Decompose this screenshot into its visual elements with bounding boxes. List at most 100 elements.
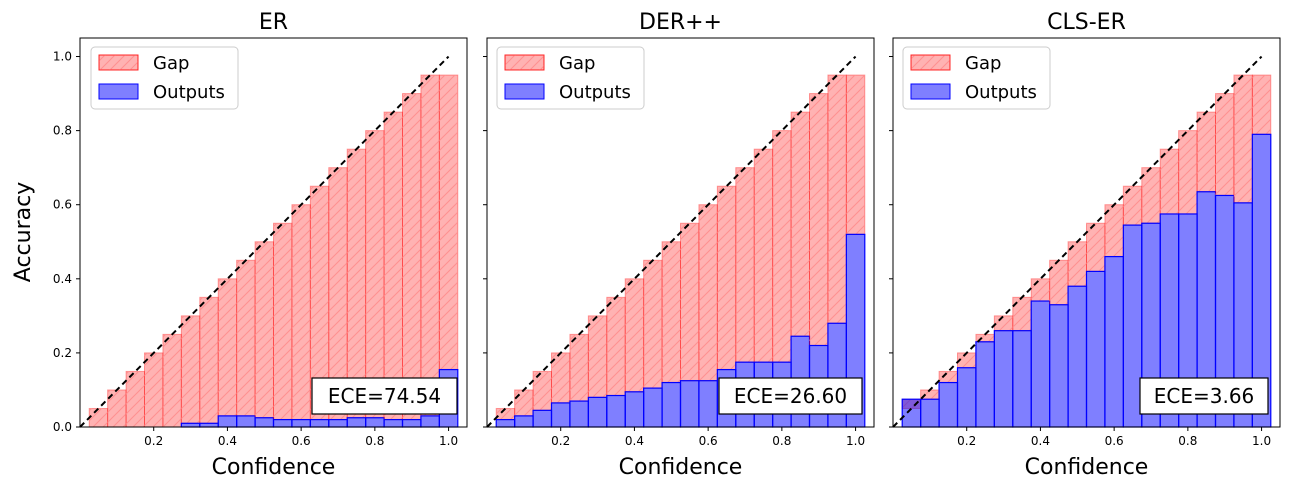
outputs-bar [993,330,1014,428]
gap-bar-hatch [625,278,644,392]
outputs-bar [495,418,516,428]
outputs-bar [272,418,293,428]
legend-gap-label: Gap [559,53,595,74]
legend-gap-label: Gap [965,53,1001,74]
ece-box: ECE=3.66 [1139,377,1269,415]
legend: Gap Outputs [90,46,239,110]
gap-bar-hatch [347,149,366,418]
gap-bar-hatch [310,186,329,420]
panel-er: ER 0.2 0.4 0.6 0.8 1.0 0.0 0.2 0.4 0.6 0.8 1.0 Con… [53,10,468,480]
x-tick-label: 1.0 [1252,434,1271,448]
outputs-bar [698,380,718,428]
gap-bar-hatch [1141,167,1161,224]
outputs-bar [383,418,404,428]
gap-bar-hatch [1068,241,1087,287]
ticks-group: 0.2 0.4 0.6 0.8 1.0 0.0 0.2 0.4 0.6 0.8 1.0 [53,50,458,448]
y-tick-label: 0.6 [53,198,72,212]
gap-bar-hatch [1123,186,1142,226]
x-axis-label: Confidence [1025,455,1149,480]
ece-value: ECE=74.54 [328,384,441,408]
legend-outputs-swatch [98,83,139,100]
outputs-bar [1012,330,1032,428]
outputs-bar [309,418,330,428]
y-tick-label: 0.0 [53,420,72,434]
perfect-calibration-line [486,55,857,428]
y-axis-label: Accuracy [11,182,36,282]
gap-bar-hatch [662,241,681,383]
legend: Gap Outputs [902,46,1051,110]
gap-bar-hatch [1086,223,1105,272]
y-tick-label: 0.2 [53,346,72,360]
gap-bar-hatch [791,112,810,337]
gap-bar-hatch [291,204,311,420]
gap-bar-hatch [643,260,663,389]
bars-group [901,74,1272,428]
outputs-bar [1085,270,1106,428]
gap-bar-hatch [1049,260,1069,305]
outputs-bar [1049,304,1069,428]
x-tick-label: 0.8 [365,434,384,448]
x-tick-label: 1.0 [439,434,458,448]
gap-bar-hatch [255,241,274,418]
gap-bar-hatch [680,223,699,381]
outputs-bar [291,418,311,428]
x-tick-label: 0.8 [772,434,791,448]
panel-title: DER++ [639,10,722,35]
x-tick-label: 0.6 [292,434,311,448]
gap-bar-hatch [717,186,736,370]
x-axis-label: Confidence [212,455,336,480]
gap-bar-hatch [1031,278,1050,302]
gap-bar-hatch [1104,204,1124,257]
gap-bar-hatch [846,75,865,235]
bars-group [495,74,866,428]
gap-bar-hatch [939,371,958,383]
plot-frame [892,37,1281,428]
outputs-bar [401,418,422,428]
gap-bar-hatch [588,315,607,398]
panel-title: ER [259,10,288,35]
outputs-bar [199,422,219,428]
gap-bar-hatch [1012,297,1032,331]
outputs-bar [1067,285,1088,428]
legend-gap-hatch [504,54,545,71]
outputs-bar [920,398,940,428]
panel-title: CLS-ER [1047,10,1126,35]
gap-bar-hatch [218,278,237,416]
outputs-bar [975,341,995,428]
outputs-bar [661,381,682,428]
gap-bar-hatch [1197,112,1216,192]
gap-bar-hatch [384,112,403,420]
legend-outputs-label: Outputs [965,82,1037,103]
gap-bar-hatch [420,75,440,416]
ticks-group: 0.2 0.4 0.6 0.8 1.0 [889,56,1271,448]
legend-outputs-swatch [504,83,545,100]
y-tick-label: 1.0 [53,50,72,64]
outputs-bar [956,367,977,428]
ece-box-frame [1139,377,1269,415]
outputs-bar [624,391,645,428]
x-tick-label: 0.4 [218,434,237,448]
outputs-bar [606,394,626,428]
gap-bar-hatch [365,130,385,418]
gap-bar-hatch [107,389,127,427]
gap-bar-hatch [975,334,995,342]
gap-bar-hatch [273,223,292,420]
gap-bar-hatch [126,371,145,427]
x-tick-label: 0.2 [144,434,163,448]
outputs-bar [236,415,256,428]
gap-bar-hatch [809,93,828,346]
gap-bar-hatch [236,260,256,416]
outputs-bar [514,415,534,428]
gap-bar-hatch [89,408,108,427]
x-tick-label: 0.6 [1105,434,1124,448]
outputs-bar [643,387,663,428]
outputs-bar [254,417,275,428]
x-tick-label: 0.4 [1031,434,1050,448]
gap-bar-hatch [827,75,847,324]
gap-bar-hatch [698,204,718,381]
outputs-bar [420,415,440,428]
outputs-bar [217,415,238,428]
outputs-bar [328,418,348,428]
outputs-bar [679,380,700,428]
gap-bar-hatch [181,315,200,424]
